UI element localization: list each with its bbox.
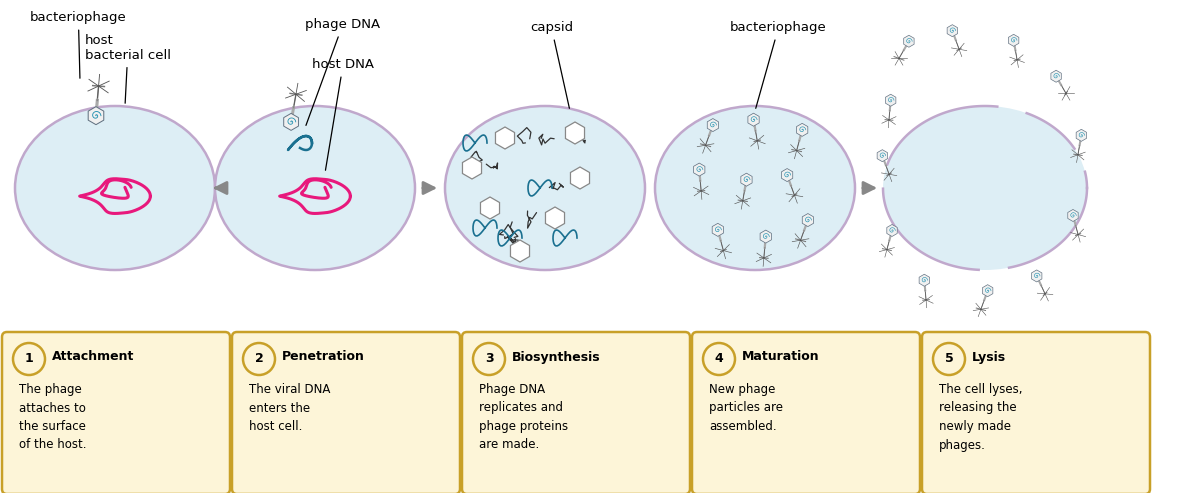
Text: host
bacterial cell: host bacterial cell	[85, 34, 170, 103]
Ellipse shape	[654, 106, 855, 270]
Text: Lysis: Lysis	[971, 351, 1006, 363]
Text: 1: 1	[25, 352, 33, 365]
Polygon shape	[712, 223, 724, 236]
Text: 5: 5	[944, 352, 954, 365]
Polygon shape	[462, 157, 482, 179]
Polygon shape	[948, 25, 957, 36]
Polygon shape	[1076, 129, 1087, 141]
Circle shape	[933, 343, 966, 375]
Polygon shape	[565, 122, 584, 144]
Text: Phage DNA
replicates and
phage proteins
are made.: Phage DNA replicates and phage proteins …	[479, 383, 569, 452]
Polygon shape	[510, 240, 529, 262]
Ellipse shape	[883, 106, 1087, 270]
Circle shape	[243, 343, 275, 375]
FancyBboxPatch shape	[693, 332, 920, 493]
FancyBboxPatch shape	[232, 332, 460, 493]
Circle shape	[703, 343, 735, 375]
Text: The cell lyses,
releasing the
newly made
phages.: The cell lyses, releasing the newly made…	[939, 383, 1023, 452]
Polygon shape	[782, 169, 793, 181]
FancyBboxPatch shape	[462, 332, 690, 493]
Ellipse shape	[215, 106, 415, 270]
Polygon shape	[904, 35, 914, 47]
Text: host DNA: host DNA	[312, 59, 374, 170]
Polygon shape	[919, 274, 930, 286]
Polygon shape	[886, 94, 896, 106]
Polygon shape	[707, 118, 719, 132]
Circle shape	[473, 343, 505, 375]
FancyBboxPatch shape	[921, 332, 1150, 493]
Polygon shape	[1008, 35, 1019, 46]
Polygon shape	[877, 150, 888, 162]
Polygon shape	[982, 284, 993, 297]
Polygon shape	[694, 163, 704, 176]
Polygon shape	[747, 113, 759, 126]
Polygon shape	[741, 173, 752, 186]
Polygon shape	[887, 224, 898, 237]
Circle shape	[13, 343, 45, 375]
Polygon shape	[1068, 210, 1079, 221]
Text: 3: 3	[485, 352, 493, 365]
Polygon shape	[480, 197, 499, 219]
Text: New phage
particles are
assembled.: New phage particles are assembled.	[709, 383, 783, 433]
Text: Biosynthesis: Biosynthesis	[513, 351, 601, 363]
Text: capsid: capsid	[530, 22, 573, 108]
Ellipse shape	[445, 106, 645, 270]
Polygon shape	[496, 127, 515, 149]
Text: phage DNA: phage DNA	[305, 19, 380, 125]
FancyBboxPatch shape	[2, 332, 230, 493]
Text: 2: 2	[255, 352, 263, 365]
Text: The phage
attaches to
the surface
of the host.: The phage attaches to the surface of the…	[19, 383, 87, 452]
Text: bacteriophage: bacteriophage	[30, 11, 126, 78]
Polygon shape	[802, 213, 813, 227]
Polygon shape	[1031, 270, 1042, 282]
Polygon shape	[284, 113, 298, 130]
Polygon shape	[546, 207, 565, 229]
Text: Maturation: Maturation	[741, 351, 820, 363]
Polygon shape	[88, 106, 104, 125]
Text: 4: 4	[715, 352, 724, 365]
Polygon shape	[1051, 70, 1061, 82]
Polygon shape	[760, 230, 771, 243]
Polygon shape	[796, 123, 808, 137]
Text: Attachment: Attachment	[52, 351, 135, 363]
Text: Penetration: Penetration	[283, 351, 365, 363]
Polygon shape	[571, 167, 590, 189]
Ellipse shape	[15, 106, 215, 270]
Text: bacteriophage: bacteriophage	[730, 22, 827, 108]
Text: The viral DNA
enters the
host cell.: The viral DNA enters the host cell.	[249, 383, 330, 433]
